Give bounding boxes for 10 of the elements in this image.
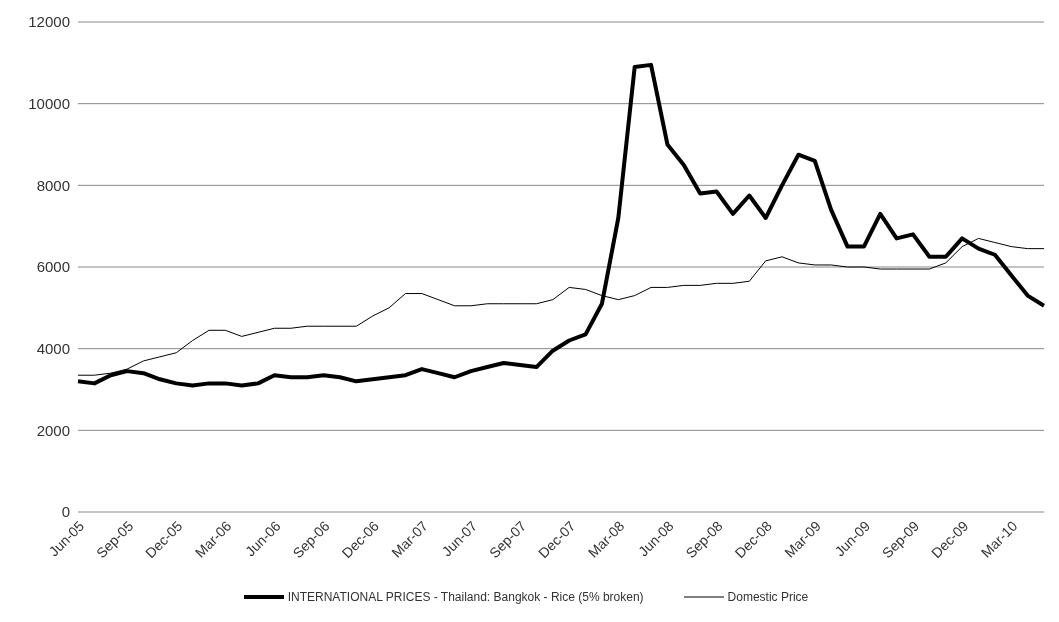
line-series: [76, 62, 1046, 388]
y-tick-label: 4000: [36, 339, 70, 357]
y-tick-label: 10000: [28, 94, 70, 112]
y-tick-label: 2000: [36, 421, 70, 439]
y-tick-label: 12000: [28, 13, 70, 31]
legend-label: Domestic Price: [726, 590, 809, 604]
y-tick-label: 0: [61, 503, 70, 521]
y-tick-label: 8000: [36, 176, 70, 194]
y-tick-label: 6000: [36, 258, 70, 276]
legend-label: INTERNATIONAL PRICES - Thailand: Bangkok - Rice (5% broken): [286, 590, 644, 604]
